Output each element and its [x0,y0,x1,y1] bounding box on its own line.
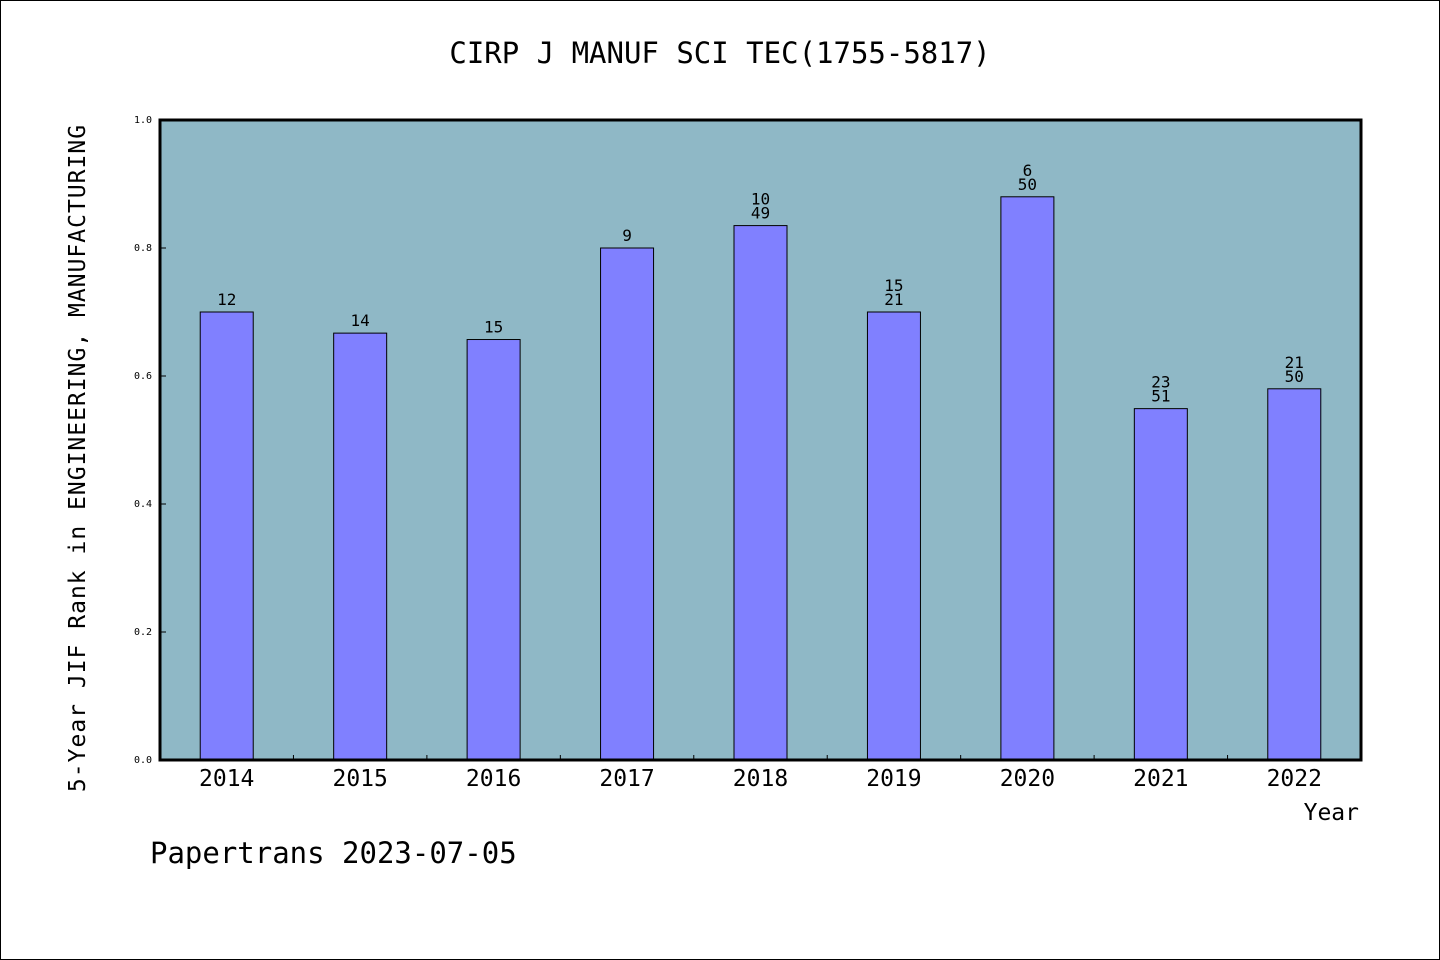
x-tick-label: 2019 [866,766,921,792]
x-tick-label: 2022 [1267,766,1322,792]
bar [600,247,655,761]
bar [333,332,388,761]
y-tick-label: 0.6 [134,371,152,382]
bar-data-label: 21 [884,290,903,309]
bar-data-label: 23 [1151,373,1170,392]
bar-data-label: 50 [1018,175,1037,194]
x-axis-label: Year [1304,800,1359,826]
bar-data-label: 49 [751,204,770,223]
bar-data-label: 6 [1023,161,1033,180]
bar-data-label: 10 [751,190,770,209]
bar [1133,408,1188,761]
bar-data-label: 14 [351,311,370,330]
bar [199,311,254,761]
bar-data-label: 50 [1285,367,1304,386]
bar-data-label: 15 [884,276,903,295]
plot-border [158,118,1363,762]
x-tick-label: 2015 [332,766,387,792]
x-tick-label: 2014 [199,766,254,792]
bar [1000,196,1055,761]
y-tick-label: 0.2 [134,627,152,638]
y-tick-label: 1.0 [134,115,152,126]
x-tick-label: 2020 [1000,766,1055,792]
x-tick-label: 2018 [733,766,788,792]
bar-data-label: 12 [217,290,236,309]
bar-data-label: 21 [1285,353,1304,372]
chart-title: CIRP J MANUF SCI TEC(1755-5817) [449,36,991,70]
y-tick-label: 0.0 [134,755,152,766]
x-tick-label: 2021 [1133,766,1188,792]
x-tick-label: 2016 [466,766,521,792]
bar [1267,388,1322,761]
x-tick-label: 2017 [599,766,654,792]
bar-data-label: 51 [1151,387,1170,406]
footer-credit: Papertrans 2023-07-05 [150,836,517,870]
bar-data-label: 9 [622,226,632,245]
y-tick-label: 0.4 [134,499,152,510]
bar [466,339,521,761]
bar-data-label: 15 [484,318,503,337]
bar [733,225,788,761]
y-tick-label: 0.8 [134,243,152,254]
bar [866,311,921,761]
